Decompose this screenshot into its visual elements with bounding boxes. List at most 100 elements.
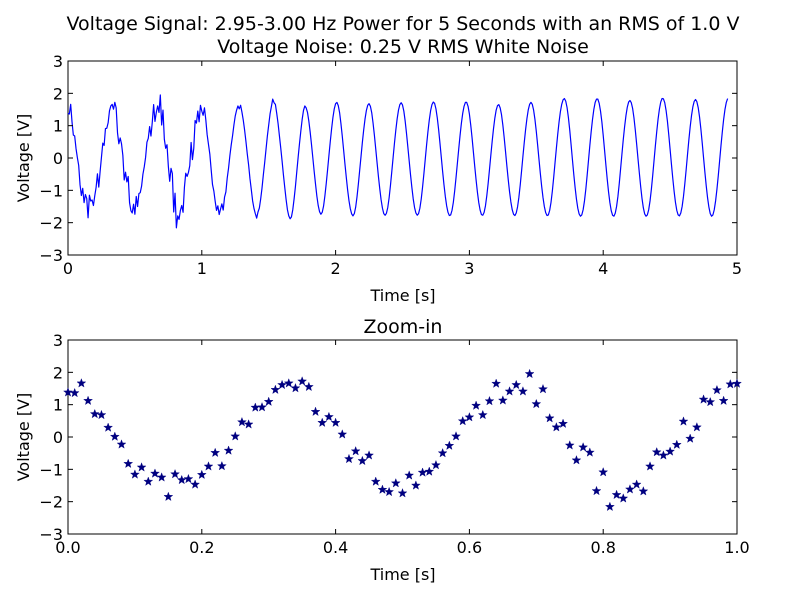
bottom-data-point (658, 450, 669, 460)
bottom-data-point (143, 476, 154, 486)
bottom-data-point (364, 450, 374, 460)
bottom-data-point (732, 378, 742, 388)
bottom-data-point (531, 398, 542, 409)
bottom-data-point (123, 458, 134, 469)
bottom-data-point (404, 470, 415, 480)
bottom-data-point (89, 408, 100, 419)
bottom-data-point (491, 378, 502, 388)
bottom-y-tick-label: 3 (53, 331, 63, 350)
bottom-data-point (344, 453, 354, 464)
bottom-data-point (230, 431, 241, 441)
bottom-data-point (598, 467, 609, 477)
bottom-data-point (116, 439, 127, 449)
bottom-data-point (511, 379, 522, 390)
bottom-data-point (223, 445, 234, 455)
bottom-data-point (444, 440, 455, 450)
top-x-tick-label: 0 (63, 259, 73, 278)
bottom-series (63, 368, 742, 512)
top-x-tick-label: 1 (197, 259, 207, 278)
bottom-data-point (578, 442, 589, 452)
bottom-data-point (377, 484, 388, 494)
bottom-data-point (390, 478, 401, 488)
top-plot-frame (67, 60, 738, 256)
bottom-data-point (631, 479, 642, 489)
figure-title-line2: Voltage Noise: 0.25 V RMS White Noise (217, 36, 589, 58)
bottom-data-point (109, 431, 120, 441)
bottom-y-tick-label: −1 (39, 460, 63, 479)
bottom-data-point (484, 395, 495, 406)
bottom-data-point (384, 486, 395, 497)
bottom-data-point (337, 429, 348, 439)
top-x-tick-label: 3 (464, 259, 474, 278)
bottom-data-point (625, 484, 635, 494)
top-y-tick-label: 1 (53, 117, 63, 136)
bottom-data-point (283, 378, 294, 388)
bottom-data-point (678, 416, 689, 426)
bottom-data-point (96, 409, 107, 420)
bottom-data-point (665, 446, 676, 456)
bottom-data-point (477, 409, 488, 420)
bottom-data-point (437, 447, 448, 458)
top-x-tick-label: 2 (331, 259, 341, 278)
bottom-data-point (237, 416, 247, 427)
bottom-data-point (270, 384, 281, 394)
bottom-x-ticks: 0.0 0.2 0.4 0.6 0.8 1.0 (55, 340, 750, 557)
bottom-y-tick-label: 1 (53, 396, 63, 415)
bottom-y-ticks: −3 −2 −1 0 1 2 3 (39, 331, 737, 544)
bottom-data-point (611, 489, 622, 500)
bottom-x-tick-label: 0.2 (189, 538, 214, 557)
bottom-data-point (464, 412, 475, 422)
bottom-y-tick-label: 0 (53, 428, 63, 447)
bottom-data-point (196, 469, 207, 480)
bottom-data-point (410, 480, 421, 490)
bottom-data-point (203, 461, 214, 471)
bottom-data-point (323, 411, 334, 422)
bottom-data-point (263, 396, 274, 406)
bottom-data-point (691, 422, 702, 432)
bottom-data-point (310, 406, 321, 416)
bottom-data-point (69, 387, 80, 398)
bottom-data-point (210, 447, 221, 458)
bottom-data-point (571, 455, 582, 465)
top-x-tick-label: 5 (732, 259, 742, 278)
bottom-x-tick-label: 0.6 (457, 538, 482, 557)
bottom-x-tick-label: 0.0 (55, 538, 80, 557)
bottom-data-point (103, 422, 114, 432)
bottom-data-point (370, 476, 381, 486)
bottom-data-point (538, 383, 548, 394)
bottom-data-point (685, 433, 696, 443)
bottom-data-point (183, 473, 194, 484)
bottom-data-point (290, 382, 301, 393)
bottom-data-point (170, 468, 180, 479)
bottom-x-tick-label: 0.8 (590, 538, 615, 557)
bottom-data-point (504, 386, 515, 396)
bottom-data-point (451, 431, 461, 441)
bottom-data-point (136, 462, 147, 472)
bottom-data-point (551, 422, 562, 432)
bottom-data-point (83, 395, 93, 405)
bottom-data-point (243, 419, 254, 429)
bottom-panel: Zoom-in −3 −2 −1 0 1 2 3 0.0 0.2 0.4 0.6 0.8 1.0 Ti… (14, 316, 750, 584)
bottom-data-point (76, 378, 87, 388)
bottom-data-point (150, 468, 160, 478)
bottom-data-point (517, 386, 528, 396)
top-y-tick-label: −3 (39, 246, 63, 265)
top-y-ticks: −3 −2 −1 0 1 2 3 (39, 52, 737, 265)
bottom-plot-frame (67, 339, 738, 535)
bottom-data-point (63, 387, 73, 397)
bottom-data-point (216, 460, 227, 471)
bottom-data-point (424, 466, 435, 476)
bottom-data-point (163, 491, 174, 502)
bottom-y-tick-label: −2 (39, 493, 63, 512)
bottom-x-tick-label: 0.4 (323, 538, 348, 557)
bottom-data-point (190, 479, 201, 489)
bottom-y-axis-label: Voltage [V] (14, 393, 33, 482)
top-panel: −3 −2 −1 0 1 2 3 0 1 2 3 4 5 Time [s] Voltage [V] (14, 52, 742, 305)
bottom-data-point (277, 379, 288, 390)
bottom-data-point (638, 486, 649, 496)
top-y-tick-label: −2 (39, 214, 63, 233)
bottom-data-point (604, 501, 615, 512)
top-y-axis-label: Voltage [V] (14, 114, 33, 203)
bottom-data-point (497, 395, 508, 405)
